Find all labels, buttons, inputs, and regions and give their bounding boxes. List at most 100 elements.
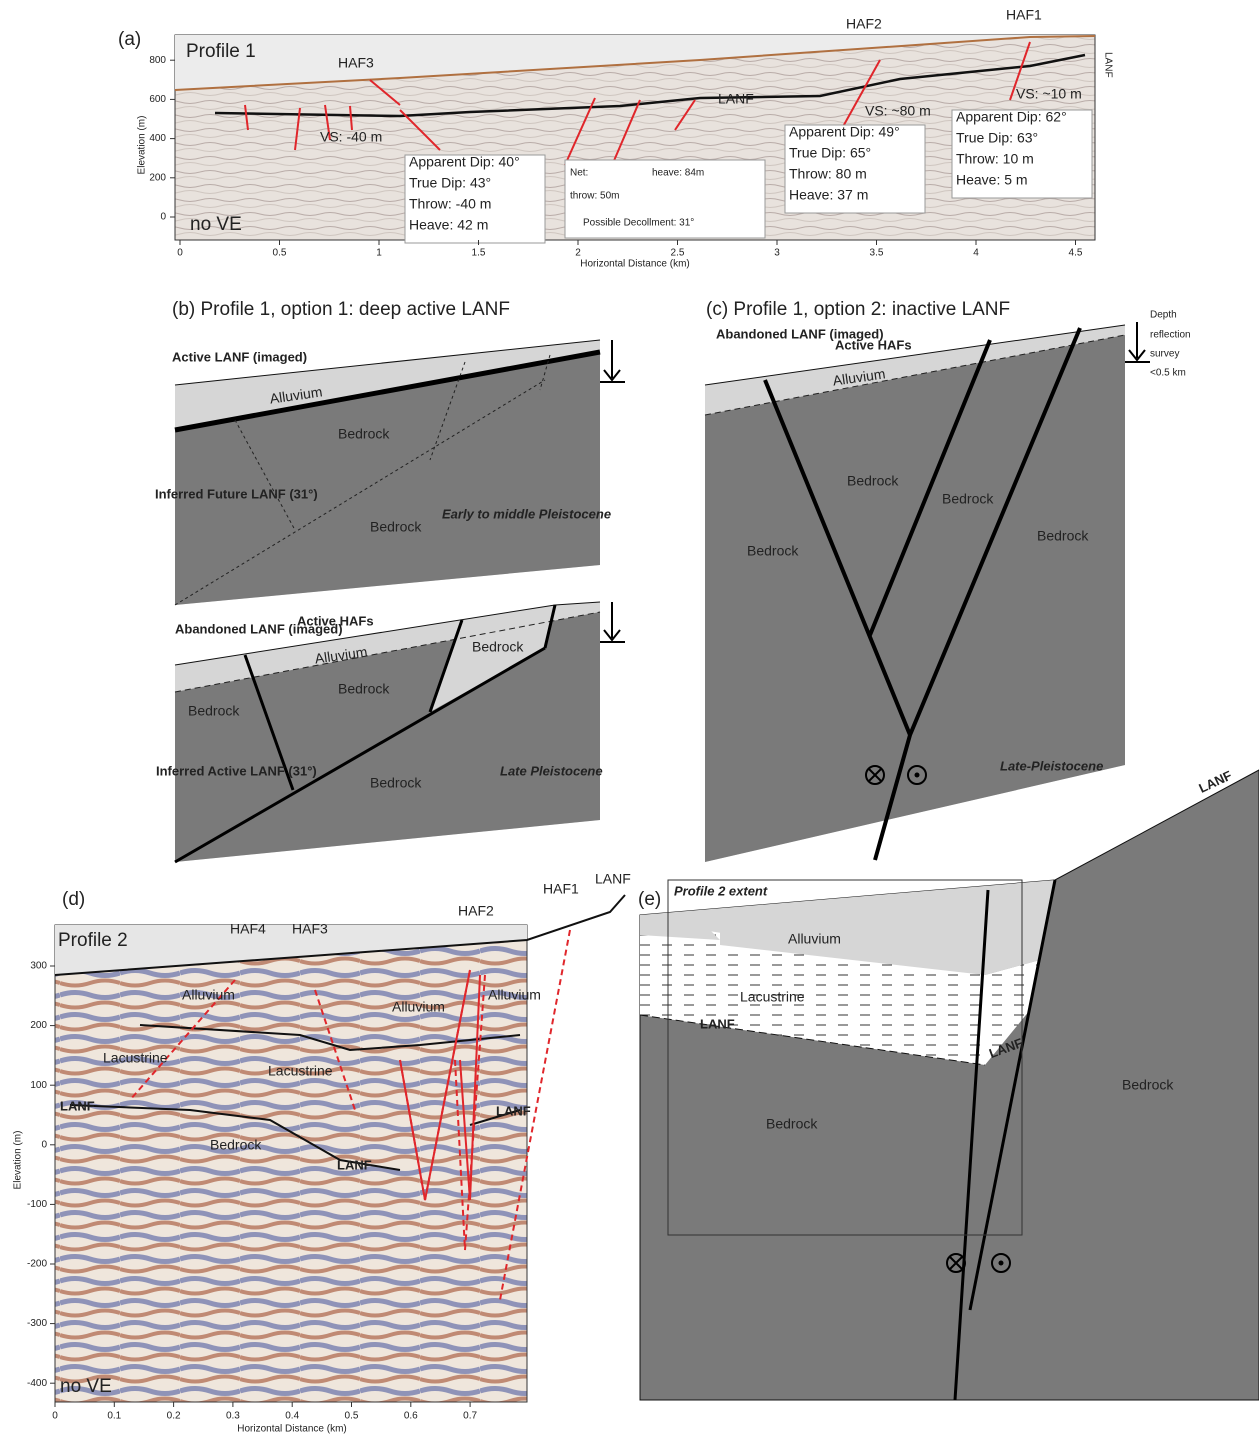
vs: VS: ~80 m	[865, 103, 931, 119]
y-tick-label: 800	[149, 55, 166, 66]
x-tick-label: 0.2	[167, 1411, 181, 1422]
fault-stat: Apparent Dip: 62°	[956, 109, 1067, 125]
x-tick-label: 1.5	[472, 248, 486, 259]
depth-arrow	[600, 340, 625, 382]
lanf-label: LANF	[496, 1103, 531, 1118]
label: Active HAFs	[297, 613, 374, 628]
age: Late-Pleistocene	[1000, 758, 1103, 773]
label: Alluvium	[488, 987, 541, 1003]
x-tick-label: 0.6	[404, 1411, 418, 1422]
depth-arrow	[1125, 322, 1150, 362]
label: Alluvium	[392, 999, 445, 1015]
x-tick-label: 0	[177, 248, 183, 259]
extent-label: Profile 2 extent	[674, 883, 768, 898]
out-of-page	[999, 1261, 1004, 1266]
fault-label: HAF4	[230, 921, 266, 937]
net-heave: heave: 84m	[652, 168, 704, 179]
y-tick-label: 300	[30, 961, 47, 972]
age: Early to middle Pleistocene	[442, 506, 611, 521]
age: Late Pleistocene	[500, 763, 603, 778]
y-tick-label: -300	[27, 1318, 47, 1329]
depth-note: <0.5 km	[1150, 368, 1186, 379]
profile-name: Profile 2	[58, 930, 128, 951]
label: Bedrock	[766, 1116, 818, 1132]
fault-label: HAF2	[846, 16, 882, 32]
panel-label: (a)	[118, 29, 141, 50]
fault-label: HAF1	[543, 881, 579, 897]
vs: VS: ~10 m	[1016, 86, 1082, 102]
y-tick-label: -400	[27, 1378, 47, 1389]
y-axis-title: Elevation (m)	[137, 116, 148, 175]
label: Bedrock	[370, 775, 422, 791]
ve-note: no VE	[60, 1376, 112, 1397]
depth-note: Depth	[1150, 310, 1177, 321]
depth-note: reflection	[1150, 330, 1191, 341]
label: Bedrock	[338, 681, 390, 697]
lanf-label: LANF	[718, 91, 754, 107]
fault-stat: True Dip: 65°	[789, 145, 871, 161]
fault-stat: Heave: 42 m	[409, 217, 488, 233]
label: Lacustrine	[268, 1063, 333, 1079]
x-tick-label: 3.5	[870, 248, 884, 259]
x-tick-label: 0.5	[345, 1411, 359, 1422]
y-axis-title: Elevation (m)	[13, 1131, 24, 1190]
label: Bedrock	[370, 519, 422, 535]
fault-stat: True Dip: 63°	[956, 130, 1038, 146]
panel-title: (b) Profile 1, option 1: deep active LAN…	[172, 299, 510, 320]
depth-note: survey	[1150, 349, 1179, 360]
label: Active LANF (imaged)	[172, 349, 307, 364]
y-tick-label: 0	[41, 1139, 47, 1150]
label: Bedrock	[1122, 1077, 1174, 1093]
out-of-page	[915, 773, 920, 778]
label: Bedrock	[472, 639, 524, 655]
label: Bedrock	[210, 1137, 262, 1153]
y-tick-label: -200	[27, 1259, 47, 1270]
panel-b: (b) Profile 1, option 1: deep active LAN…	[155, 299, 625, 862]
y-tick-label: -100	[27, 1199, 47, 1210]
y-tick-label: 200	[149, 172, 166, 183]
y-tick-label: 200	[30, 1020, 47, 1031]
net-throw: throw: 50m	[570, 191, 619, 202]
fault-label: HAF1	[1006, 7, 1042, 23]
x-axis-title: Horizontal Distance (km)	[237, 1424, 346, 1435]
x-tick-label: 0.3	[226, 1411, 240, 1422]
x-tick-label: 0.4	[285, 1411, 299, 1422]
x-tick-label: 2.5	[671, 248, 685, 259]
fault-stat: Throw: 10 m	[956, 151, 1034, 167]
x-tick-label: 0	[52, 1411, 58, 1422]
x-tick-label: 0.1	[107, 1411, 121, 1422]
x-tick-label: 2	[575, 248, 581, 259]
y-tick-label: 100	[30, 1080, 47, 1091]
fault-stat: Heave: 5 m	[956, 172, 1028, 188]
fault-stat: Apparent Dip: 40°	[409, 154, 520, 170]
vs: VS: -40 m	[320, 129, 382, 145]
panel-a: (a) Profile 1 no VE HAF3 HAF2 HAF1 LANF …	[118, 7, 1113, 270]
fault-label: HAF3	[338, 55, 374, 71]
lanf-label: LANF	[700, 1016, 735, 1031]
x-tick-label: 1	[376, 248, 382, 259]
label: Lacustrine	[103, 1050, 168, 1066]
fault-stat: Throw: 80 m	[789, 166, 867, 182]
label: Active HAFs	[835, 337, 912, 352]
y-tick-label: 400	[149, 133, 166, 144]
label: Bedrock	[747, 543, 799, 559]
panel-e: (e) Profile 2 extent Alluvium Lacustrine…	[638, 768, 1259, 1400]
panel-c: (c) Profile 1, option 2: inactive LANF D…	[705, 299, 1191, 862]
label: Alluvium	[788, 931, 841, 947]
label: Bedrock	[188, 703, 240, 719]
seismic-section	[55, 925, 527, 1402]
x-tick-label: 0.5	[273, 248, 287, 259]
label: Bedrock	[847, 473, 899, 489]
lanf-label: LANF	[337, 1157, 372, 1172]
label: Alluvium	[182, 987, 235, 1003]
label: Bedrock	[942, 491, 994, 507]
ve-note: no VE	[190, 214, 242, 235]
fault-stat: True Dip: 43°	[409, 175, 491, 191]
x-tick-label: 3	[774, 248, 780, 259]
fault-label: LANF	[595, 871, 631, 887]
label: Bedrock	[338, 426, 390, 442]
y-tick-label: 0	[160, 212, 166, 223]
x-axis-title: Horizontal Distance (km)	[580, 259, 689, 270]
label: Bedrock	[1037, 528, 1089, 544]
panel-label: (d)	[62, 889, 85, 910]
